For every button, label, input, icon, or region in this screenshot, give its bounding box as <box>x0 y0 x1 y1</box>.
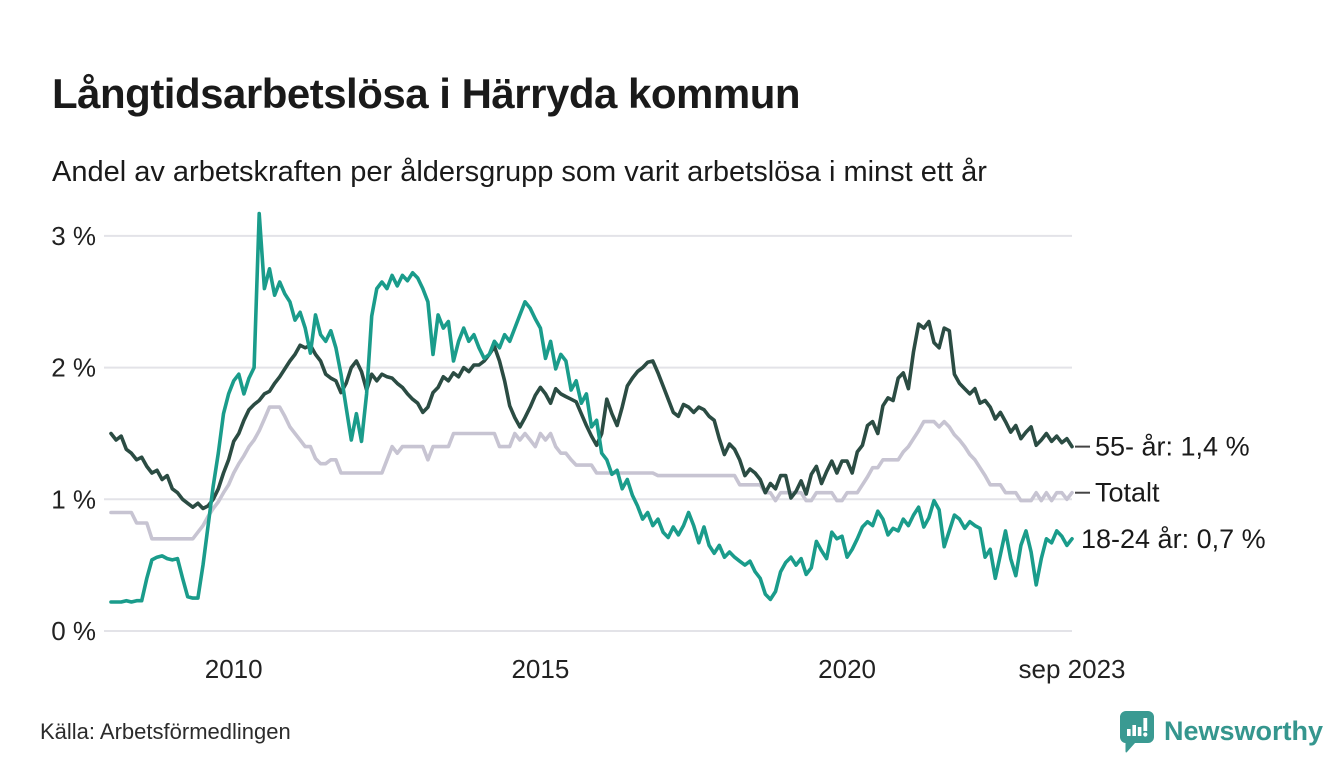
page-title: Långtidsarbetslösa i Härryda kommun <box>52 70 801 118</box>
x-axis-tick-label: 2020 <box>818 654 876 684</box>
series-line-age-18-24 <box>109 211 1074 604</box>
newsworthy-wordmark: Newsworthy <box>1164 715 1324 746</box>
source-text: Källa: Arbetsförmedlingen <box>40 719 291 744</box>
y-axis-tick-label: 3 % <box>51 221 96 251</box>
newsworthy-logo: Newsworthy <box>1118 709 1323 753</box>
newsworthy-bubble-icon <box>1120 711 1154 753</box>
y-axis-tick-label: 0 % <box>51 616 96 646</box>
x-axis-tick-label: 2015 <box>511 654 569 684</box>
series-line-totalt <box>109 405 1074 541</box>
page-subtitle: Andel av arbetskraften per åldersgrupp s… <box>52 156 987 188</box>
series-end-label-age-18-24: 18-24 år: 0,7 % <box>1081 524 1266 554</box>
y-axis-tick-label: 1 % <box>51 484 96 514</box>
series-line-age-55-plus <box>109 319 1074 511</box>
series-end-label-totalt: Totalt <box>1095 478 1160 508</box>
x-axis-labels: 2010 2015 2020 sep 2023 <box>205 654 1126 684</box>
x-axis-tick-label: 2010 <box>205 654 263 684</box>
x-axis-tick-label: sep 2023 <box>1019 654 1126 684</box>
series-end-label-age-55-plus: 55- år: 1,4 % <box>1095 432 1250 462</box>
y-axis-tick-label: 2 % <box>51 353 96 383</box>
